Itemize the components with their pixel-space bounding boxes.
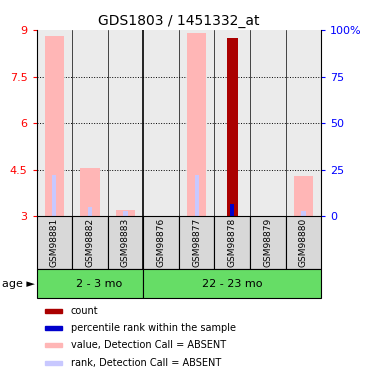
Bar [88,207,92,216]
Bar [301,211,306,216]
Bar [286,30,321,216]
Text: GSM98881: GSM98881 [50,218,59,267]
Text: count: count [71,306,98,316]
Bar [116,210,135,216]
Bar [195,175,199,216]
Bar [80,168,100,216]
Bar [143,30,179,216]
Text: GSM98880: GSM98880 [299,218,308,267]
Bar [286,216,321,269]
Bar [108,216,143,269]
Bar [179,216,215,269]
Bar [45,326,62,330]
Title: GDS1803 / 1451332_at: GDS1803 / 1451332_at [98,13,260,28]
Bar [36,30,72,216]
Text: GSM98877: GSM98877 [192,218,201,267]
Bar [72,216,108,269]
Bar [215,216,250,269]
Bar [143,216,179,269]
Bar [45,309,62,313]
Bar [227,38,238,216]
Text: 22 - 23 mo: 22 - 23 mo [202,279,262,289]
Bar [250,30,285,216]
Bar [123,211,128,216]
Bar [36,269,143,298]
Text: GSM98883: GSM98883 [121,218,130,267]
Bar [187,33,207,216]
Bar [143,269,321,298]
Bar [45,361,62,365]
Bar [230,204,234,216]
Bar [72,30,108,216]
Bar [45,344,62,348]
Bar [293,176,313,216]
Text: age ►: age ► [2,279,35,289]
Text: GSM98876: GSM98876 [157,218,166,267]
Bar [250,216,285,269]
Text: percentile rank within the sample: percentile rank within the sample [71,323,236,333]
Text: value, Detection Call = ABSENT: value, Detection Call = ABSENT [71,340,226,350]
Bar [45,36,64,216]
Text: GSM98882: GSM98882 [85,218,95,267]
Text: 2 - 3 mo: 2 - 3 mo [76,279,122,289]
Bar [108,30,143,216]
Bar [52,175,57,216]
Bar [179,30,215,216]
Bar [36,216,72,269]
Text: GSM98879: GSM98879 [263,218,272,267]
Text: GSM98878: GSM98878 [228,218,237,267]
Text: rank, Detection Call = ABSENT: rank, Detection Call = ABSENT [71,358,221,368]
Bar [215,30,250,216]
